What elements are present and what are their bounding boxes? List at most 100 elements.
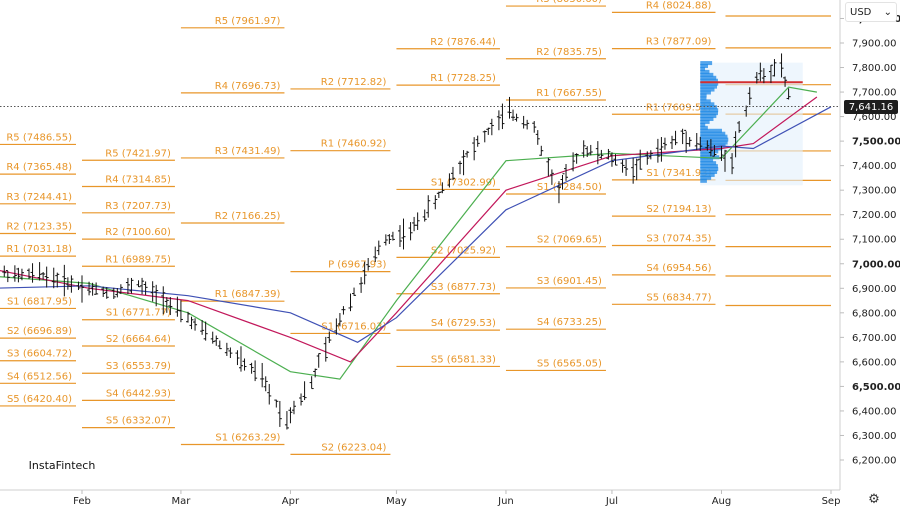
candle <box>348 293 353 312</box>
candle <box>500 103 505 130</box>
candle <box>334 318 339 335</box>
y-tick-label: 6,500.00 <box>852 382 900 393</box>
volume-profile-bar <box>700 175 712 180</box>
volume-profile-bar <box>700 122 706 127</box>
candle <box>327 331 332 344</box>
candle <box>299 393 304 406</box>
candle <box>546 157 551 177</box>
pivot-level-label: R3 (7244.41) <box>6 192 72 203</box>
pivot-level-label: S4 (6442.93) <box>106 388 171 399</box>
candle <box>606 148 611 160</box>
candle <box>316 353 321 368</box>
volume-profile-bar <box>700 69 710 74</box>
candle <box>539 145 544 156</box>
brand-logo: InstaFintech <box>20 450 104 480</box>
y-tick-label: 7,500.00 <box>852 137 900 148</box>
candle <box>620 159 625 173</box>
y-tick-label: 6,800.00 <box>852 308 897 319</box>
pivot-level-label: R2 (7166.25) <box>215 211 281 222</box>
candle <box>783 76 788 87</box>
candle <box>758 62 763 82</box>
candle <box>373 246 378 263</box>
candle <box>556 181 561 204</box>
pivot-level-label: R2 (7712.82) <box>321 77 387 88</box>
candle <box>415 212 420 230</box>
candle <box>723 149 728 172</box>
gear-icon[interactable]: ⚙ <box>868 491 880 507</box>
candle <box>574 153 579 164</box>
candle <box>708 139 713 157</box>
pivot-level-label: R4 (7365.48) <box>6 162 72 173</box>
candle <box>62 264 67 297</box>
pivot-level-label: S5 (6834.77) <box>646 292 711 303</box>
candle <box>161 286 166 315</box>
candle <box>613 154 618 166</box>
candle <box>242 358 247 371</box>
candle <box>277 400 282 427</box>
candle <box>486 127 491 135</box>
candle <box>253 360 258 382</box>
volume-profile-bar <box>700 108 719 113</box>
candle <box>412 216 417 232</box>
volume-profile-bar <box>700 61 713 66</box>
volume-profile-bar <box>700 78 718 83</box>
candle <box>440 182 445 194</box>
candle <box>390 231 395 241</box>
volume-profile-bar <box>700 149 719 154</box>
candle <box>341 306 346 315</box>
currency-selector[interactable]: USD ⌄ <box>845 2 897 22</box>
candle <box>263 376 268 392</box>
pivot-level-label: R2 (7835.75) <box>536 47 602 58</box>
candle <box>747 87 752 105</box>
y-tick-label: 7,000.00 <box>852 259 900 270</box>
y-tick-label: 6,300.00 <box>852 431 897 442</box>
sma-fast-line <box>0 86 818 380</box>
x-tick-label: Jun <box>497 496 514 507</box>
candle <box>496 110 501 131</box>
candle <box>458 160 463 175</box>
candle <box>408 222 413 241</box>
candle <box>309 376 314 390</box>
y-tick-label: 7,100.00 <box>852 235 897 246</box>
y-tick-label: 6,900.00 <box>852 284 897 295</box>
volume-profile-bar <box>700 99 711 104</box>
candle <box>228 347 233 359</box>
candle <box>235 350 240 366</box>
pivot-level-label: S2 (6223.04) <box>321 442 386 453</box>
volume-profile-bar <box>700 66 706 71</box>
candle <box>12 265 17 282</box>
pivot-level-label: R5 (7961.97) <box>215 16 281 27</box>
candle <box>712 144 717 157</box>
candle <box>249 362 254 374</box>
currency-label: USD <box>850 6 872 18</box>
candle <box>465 150 470 158</box>
candle <box>461 150 466 176</box>
x-tick-label: Jul <box>605 496 618 507</box>
pivot-level-label: P (6967.93) <box>328 260 386 271</box>
volume-profile-bar <box>700 131 726 136</box>
candle <box>104 287 109 299</box>
candle <box>94 282 99 295</box>
volume-profile-bar <box>700 72 714 77</box>
candle <box>521 115 526 129</box>
pivot-level-label: R2 (7123.35) <box>6 222 72 233</box>
candle <box>549 169 554 185</box>
candle <box>313 368 318 378</box>
pivot-level-label: R1 (6847.39) <box>215 289 281 300</box>
pivot-level-label: S2 (6664.64) <box>106 334 171 345</box>
candle <box>705 140 710 151</box>
candle <box>5 270 10 283</box>
candle <box>203 321 208 341</box>
candle <box>768 64 773 84</box>
volume-profile-bar <box>700 161 717 166</box>
y-tick-label: 6,700.00 <box>852 333 897 344</box>
pivot-level-label: R5 (7486.55) <box>6 132 72 143</box>
candle <box>359 277 364 293</box>
volume-profile-bar <box>700 143 726 148</box>
volume-profile-bar <box>700 81 719 86</box>
candle <box>694 133 699 151</box>
candle <box>571 152 576 172</box>
candle <box>352 287 357 296</box>
y-tick-label: 7,300.00 <box>852 186 897 197</box>
